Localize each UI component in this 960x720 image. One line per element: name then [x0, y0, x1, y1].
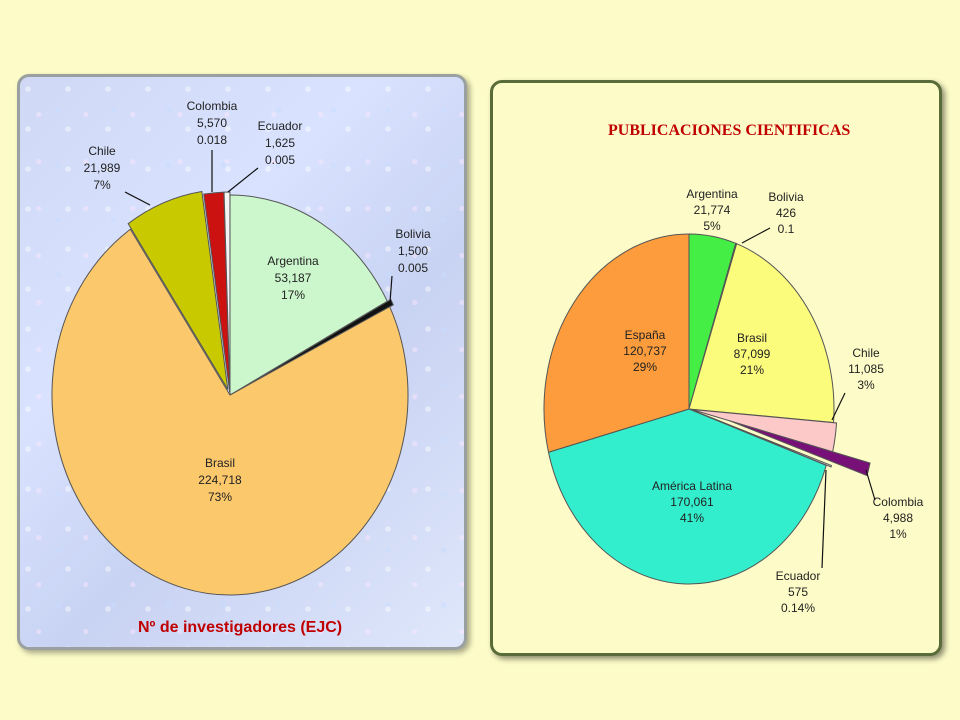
publications-pie: [543, 233, 871, 585]
svg-text:53,187: 53,187: [275, 271, 312, 285]
leader-line-chile: [831, 392, 846, 421]
publications-chart-title: PUBLICACIONES CIENTIFICAS: [608, 122, 850, 139]
leader-line-bolivia: [741, 227, 771, 244]
svg-text:29%: 29%: [633, 360, 657, 374]
label-chile-publications: Chile 11,085 3%: [848, 346, 884, 392]
svg-text:Colombia: Colombia: [187, 99, 238, 113]
label-brasil-publications: Brasil 87,099 21%: [734, 331, 771, 377]
svg-text:Bolivia: Bolivia: [768, 190, 804, 204]
label-brasil-investigators: Brasil 224,718 73%: [198, 456, 242, 504]
label-bolivia-publications: Bolivia 426 0.1: [768, 190, 804, 236]
investigators-chart-title: Nº de investigadores (EJC): [138, 619, 342, 636]
pie-slice-investigators-ecuador: [223, 191, 231, 393]
svg-text:120,737: 120,737: [623, 344, 667, 358]
svg-text:0.005: 0.005: [265, 153, 295, 167]
investigators-leader-lines: [124, 150, 393, 303]
label-espana-publications: España 120,737 29%: [623, 328, 667, 374]
svg-text:España: España: [625, 328, 666, 342]
svg-text:0.005: 0.005: [398, 261, 428, 275]
svg-text:575: 575: [788, 585, 808, 599]
svg-text:Argentina: Argentina: [686, 187, 738, 201]
label-argentina-investigators: Argentina 53,187 17%: [267, 254, 319, 302]
svg-text:87,099: 87,099: [734, 347, 771, 361]
svg-text:5%: 5%: [703, 219, 721, 233]
leader-line-chile: [124, 191, 151, 206]
leader-line-colombia: [865, 469, 876, 501]
svg-text:Colombia: Colombia: [873, 495, 924, 509]
svg-text:1,500: 1,500: [398, 244, 428, 258]
svg-text:224,718: 224,718: [198, 473, 242, 487]
svg-text:41%: 41%: [680, 511, 704, 525]
pie-slice-investigators-chile: [127, 190, 229, 390]
investigators-pie: [51, 190, 409, 596]
label-argentina-publications: Argentina 21,774 5%: [686, 187, 738, 233]
svg-text:Chile: Chile: [852, 346, 880, 360]
svg-text:1%: 1%: [889, 527, 907, 541]
svg-text:0.14%: 0.14%: [781, 601, 815, 615]
leader-line-ecuador: [227, 167, 259, 193]
label-ecuador-investigators: Ecuador 1,625 0.005: [258, 119, 303, 167]
svg-text:5,570: 5,570: [197, 116, 227, 130]
svg-text:7%: 7%: [93, 178, 111, 192]
svg-text:17%: 17%: [281, 288, 305, 302]
svg-text:0.1: 0.1: [778, 222, 795, 236]
svg-text:Brasil: Brasil: [205, 456, 235, 470]
svg-text:426: 426: [776, 206, 796, 220]
label-chile-investigators: Chile 21,989 7%: [84, 144, 121, 192]
svg-text:4,988: 4,988: [883, 511, 913, 525]
leader-line-ecuador: [821, 469, 827, 569]
label-colombia-publications: Colombia 4,988 1%: [873, 495, 924, 541]
svg-text:21,774: 21,774: [694, 203, 731, 217]
label-ecuador-publications: Ecuador 575 0.14%: [776, 569, 821, 615]
label-america-latina-publications: América Latina 170,061 41%: [652, 479, 732, 525]
svg-text:1,625: 1,625: [265, 136, 295, 150]
pie-slice-publications-colombia: [729, 420, 871, 477]
svg-text:0.018: 0.018: [197, 133, 227, 147]
pie-slice-publications-am-rica-latina: [547, 408, 827, 585]
pie-slice-investigators-argentina: [229, 194, 388, 396]
svg-text:73%: 73%: [208, 490, 232, 504]
leader-line-bolivia: [389, 275, 393, 303]
svg-text:Ecuador: Ecuador: [776, 569, 821, 583]
svg-text:21%: 21%: [740, 363, 764, 377]
svg-text:Brasil: Brasil: [737, 331, 767, 345]
pie-slice-publications-brasil: [688, 243, 835, 424]
label-bolivia-investigators: Bolivia 1,500 0.005: [395, 227, 431, 275]
svg-text:170,061: 170,061: [670, 495, 714, 509]
svg-text:3%: 3%: [857, 378, 875, 392]
svg-text:21,989: 21,989: [84, 161, 121, 175]
svg-text:Ecuador: Ecuador: [258, 119, 303, 133]
pie-slice-publications-espa-a: [543, 233, 690, 453]
publications-leader-lines: [741, 227, 876, 569]
svg-text:América Latina: América Latina: [652, 479, 732, 493]
svg-text:Bolivia: Bolivia: [395, 227, 431, 241]
svg-text:Argentina: Argentina: [267, 254, 319, 268]
svg-text:11,085: 11,085: [848, 362, 884, 376]
svg-text:Chile: Chile: [88, 144, 116, 158]
label-colombia-investigators: Colombia 5,570 0.018: [187, 99, 238, 147]
pie-slice-investigators-brasil: [51, 228, 409, 596]
